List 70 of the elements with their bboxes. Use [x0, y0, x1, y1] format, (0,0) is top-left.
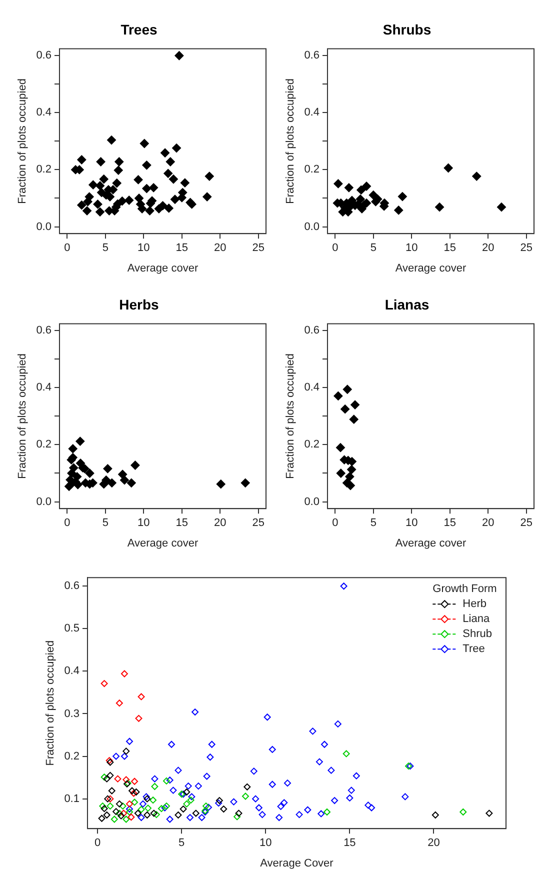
- x-tick-label: 0: [64, 242, 70, 254]
- y-tick-label: 0.4: [36, 106, 52, 119]
- chart-title: Trees: [120, 21, 158, 38]
- x-tick-label: 5: [102, 517, 108, 530]
- x-tick-label: 10: [260, 837, 272, 850]
- y-axis-title: Fraction of plots occupied: [284, 354, 297, 479]
- y-tick-label: 0.4: [64, 665, 80, 678]
- y-tick-label: 0.2: [304, 164, 320, 176]
- y-tick-label: 0.6: [304, 50, 320, 62]
- y-tick-label: 0.6: [36, 324, 52, 337]
- x-axis-title: Average Cover: [260, 857, 334, 870]
- chart-title: Herbs: [119, 296, 160, 312]
- legend-label: Herb: [462, 598, 486, 610]
- legend-title: Growth Form: [432, 583, 497, 596]
- x-tick-label: 5: [370, 242, 376, 254]
- legend-label: Shrub: [462, 628, 492, 640]
- x-tick-label: 0: [64, 517, 70, 530]
- legend-label: Tree: [462, 643, 485, 656]
- x-tick-label: 5: [178, 837, 185, 850]
- x-tick-label: 20: [214, 517, 226, 530]
- x-tick-label: 25: [520, 242, 532, 254]
- y-tick-label: 0.0: [304, 220, 320, 233]
- x-tick-label: 25: [520, 517, 532, 530]
- x-tick-label: 15: [344, 837, 356, 850]
- x-tick-label: 15: [176, 242, 188, 254]
- y-tick-label: 0.0: [36, 496, 52, 508]
- x-tick-label: 25: [252, 242, 264, 254]
- x-tick-label: 15: [444, 517, 456, 530]
- x-axis-title: Average cover: [127, 537, 198, 550]
- y-tick-label: 0.4: [304, 106, 320, 119]
- y-tick-label: 0.6: [304, 324, 320, 337]
- x-tick-label: 5: [370, 517, 376, 530]
- y-tick-label: 0.0: [36, 220, 52, 233]
- y-tick-label: 0.2: [36, 164, 52, 176]
- x-axis-title: Average cover: [395, 262, 466, 274]
- x-axis-title: Average cover: [127, 262, 198, 274]
- y-tick-label: 0.4: [36, 382, 52, 394]
- y-tick-label: 0.5: [64, 622, 80, 635]
- y-axis-title: Fraction of plots occupied: [284, 78, 297, 204]
- x-tick-label: 0: [332, 517, 338, 530]
- x-tick-label: 10: [406, 517, 418, 530]
- x-tick-label: 20: [428, 837, 440, 850]
- chart-title: Lianas: [384, 296, 430, 312]
- x-tick-label: 20: [482, 517, 494, 530]
- x-tick-label: 20: [214, 242, 226, 254]
- x-tick-label: 10: [138, 242, 150, 254]
- chart-title: Shrubs: [382, 21, 432, 38]
- y-tick-label: 0.2: [36, 438, 52, 451]
- x-axis-title: Average cover: [395, 537, 466, 550]
- y-tick-label: 0.6: [64, 580, 80, 592]
- x-tick-label: 15: [176, 517, 188, 530]
- legend-label: Liana: [462, 613, 490, 626]
- y-tick-label: 0.3: [64, 708, 80, 720]
- x-tick-label: 15: [444, 242, 456, 254]
- y-axis-title: Fraction of plots occupied: [44, 640, 57, 766]
- y-tick-label: 0.0: [304, 496, 320, 508]
- x-tick-label: 10: [406, 242, 418, 254]
- y-tick-label: 0.2: [64, 750, 80, 762]
- x-tick-label: 25: [252, 517, 264, 530]
- y-axis-title: Fraction of plots occupied: [16, 78, 29, 204]
- x-tick-label: 0: [94, 837, 101, 850]
- x-tick-label: 10: [138, 517, 150, 530]
- y-tick-label: 0.2: [304, 438, 320, 451]
- x-tick-label: 5: [102, 242, 108, 254]
- x-tick-label: 20: [482, 242, 494, 254]
- y-axis-title: Fraction of plots occupied: [16, 354, 29, 479]
- y-tick-label: 0.1: [64, 792, 80, 805]
- y-tick-label: 0.6: [36, 50, 52, 62]
- y-tick-label: 0.4: [304, 382, 320, 394]
- x-tick-label: 0: [332, 242, 338, 254]
